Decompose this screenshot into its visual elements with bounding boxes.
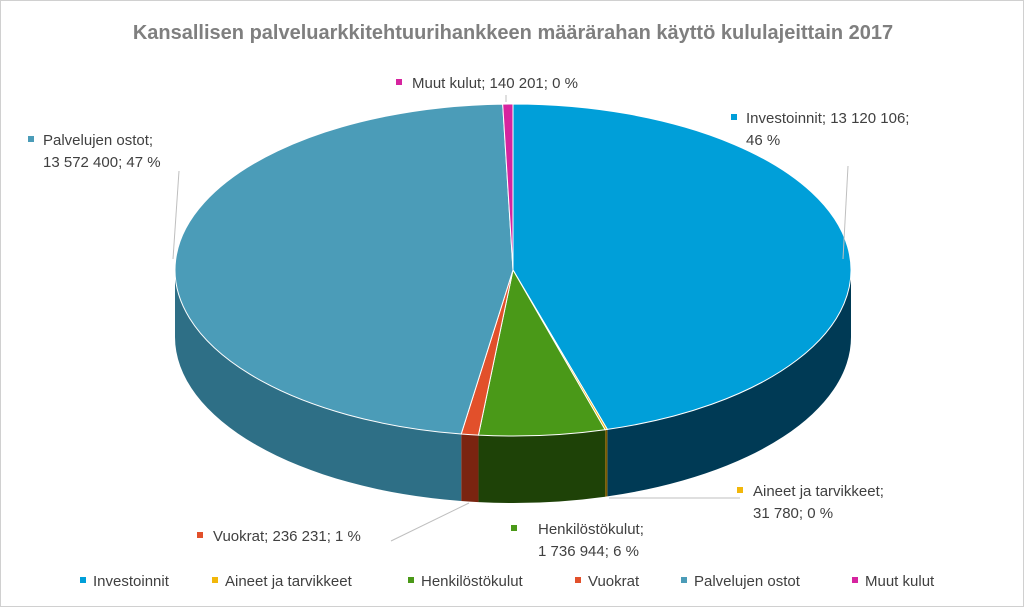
data-labels: Investoinnit; 13 120 106; 46 % Aineet ja t… — [28, 75, 909, 560]
legend-item-5: Muut kulut — [865, 573, 935, 590]
legend-item-2: Henkilöstökulut — [421, 573, 524, 590]
leader-line-3 — [390, 502, 470, 542]
pie-slice-investoinnit — [512, 103, 852, 430]
leader-line-0 — [842, 165, 849, 260]
data-label-5-line-0: Muut kulut; 140 201; 0 % — [412, 75, 578, 92]
pie-side-0 — [607, 270, 851, 497]
legend-item-1: Aineet ja tarvikkeet — [225, 573, 353, 590]
label-marker-2 — [511, 525, 517, 531]
pie-sides — [175, 270, 851, 503]
legend-item-4: Palvelujen ostot — [694, 573, 801, 590]
legend-swatch-5 — [852, 577, 858, 583]
leader-line-4 — [172, 170, 180, 260]
data-label-1-line-0: Aineet ja tarvikkeet; — [753, 483, 884, 500]
pie-side-3 — [461, 434, 479, 503]
legend: Investoinnit Aineet ja tarvikkeet Henkilös… — [80, 573, 935, 590]
data-label-0-line-0: Investoinnit; 13 120 106; — [746, 110, 909, 127]
legend-swatch-0 — [80, 577, 86, 583]
pie-slice-henkil-st-kulut — [477, 268, 606, 437]
data-label-1-line-1: 31 780; 0 % — [753, 505, 833, 522]
legend-swatch-2 — [408, 577, 414, 583]
pie-side-1 — [605, 429, 608, 497]
label-marker-3 — [197, 532, 203, 538]
pie-tops — [174, 103, 852, 437]
data-label-4-line-1: 13 572 400; 47 % — [43, 154, 161, 171]
data-label-2-line-0: Henkilöstökulut; — [538, 521, 644, 538]
data-label-0-line-1: 46 % — [746, 132, 780, 149]
chart-title: Kansallisen palveluarkkitehtuurihankkeen… — [133, 22, 893, 44]
data-label-2-line-1: 1 736 944; 6 % — [538, 543, 639, 560]
label-marker-0 — [731, 114, 737, 120]
leader-lines — [172, 95, 849, 542]
label-marker-5 — [396, 79, 402, 85]
pie-slice-muut-kulut — [502, 103, 514, 271]
label-marker-4 — [28, 136, 34, 142]
legend-item-0: Investoinnit — [93, 573, 170, 590]
legend-item-3: Vuokrat — [588, 573, 640, 590]
legend-swatch-4 — [681, 577, 687, 583]
pie-slice-palvelujen-ostot — [174, 103, 514, 435]
label-marker-1 — [737, 487, 743, 493]
pie-side-4 — [175, 270, 462, 502]
legend-swatch-1 — [212, 577, 218, 583]
data-label-4-line-0: Palvelujen ostot; — [43, 132, 153, 149]
data-label-3-line-0: Vuokrat; 236 231; 1 % — [213, 528, 361, 545]
pie-side-2 — [478, 429, 606, 503]
legend-swatch-3 — [575, 577, 581, 583]
